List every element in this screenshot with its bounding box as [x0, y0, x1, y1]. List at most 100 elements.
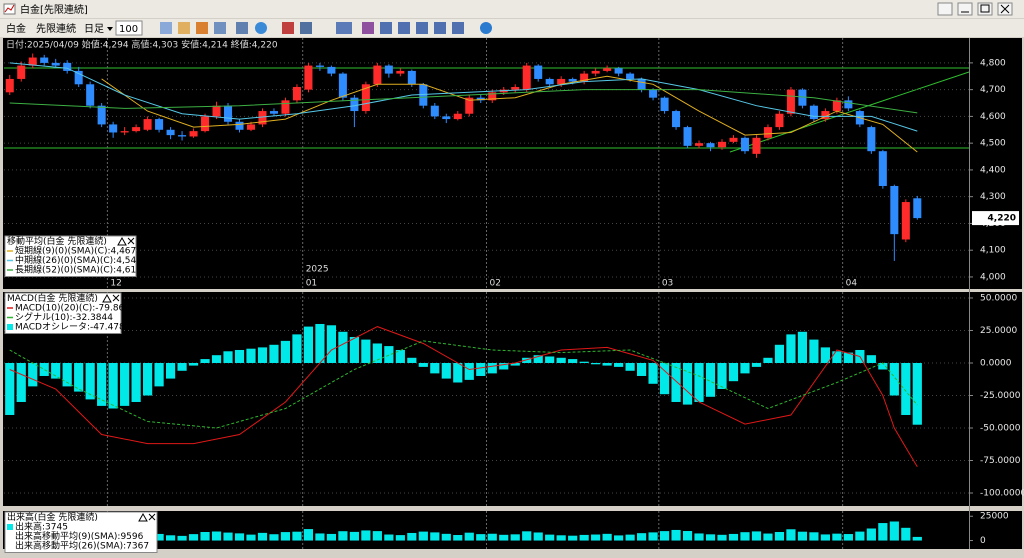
- volume-bar: [832, 533, 842, 541]
- tool-icon[interactable]: [452, 22, 464, 34]
- oscillator-bar: [648, 362, 658, 384]
- candle-body: [913, 198, 922, 219]
- indicator-line: [9, 89, 918, 114]
- year-label: 2025: [306, 265, 329, 275]
- y-tick-label: 4,700: [980, 85, 1006, 95]
- tool-icon[interactable]: [214, 22, 226, 34]
- candle-body: [660, 97, 669, 112]
- pin-button[interactable]: [937, 2, 953, 16]
- oscillator-bar: [177, 362, 187, 371]
- tool-icon[interactable]: [380, 22, 392, 34]
- volume-bar: [797, 531, 808, 541]
- tool-icon[interactable]: [398, 22, 410, 34]
- glyph: [980, 4, 990, 13]
- contract-menu[interactable]: 先限連続: [36, 22, 76, 35]
- candle-body: [74, 70, 83, 85]
- volume-bar: [211, 531, 222, 541]
- volume-bar: [751, 531, 762, 541]
- candle-body: [775, 113, 784, 128]
- tool-icon[interactable]: [434, 22, 446, 34]
- y-tick-label: -50.0000: [980, 423, 1021, 433]
- volume-bar: [269, 534, 279, 541]
- candle-body: [178, 135, 187, 137]
- oscillator-bar: [165, 362, 176, 379]
- volume-bar: [682, 531, 693, 541]
- y-tick-label: 50.0000: [980, 293, 1017, 303]
- candle-body: [396, 70, 405, 74]
- legend-title: 出来高(白金 先限連続): [7, 511, 98, 523]
- candle-body: [878, 151, 887, 186]
- volume-panel: [3, 511, 1022, 549]
- tool-icon[interactable]: [362, 22, 374, 34]
- candle-body: [786, 89, 795, 114]
- tool-icon[interactable]: [300, 22, 312, 34]
- oscillator-bar: [120, 362, 130, 406]
- volume-bar: [648, 532, 658, 541]
- candle-body: [683, 127, 692, 146]
- indicator-line: [101, 75, 918, 153]
- tool-icon[interactable]: [196, 22, 208, 34]
- legend-title: MACD(白金 先限連続): [7, 292, 98, 304]
- candle-body: [603, 68, 612, 71]
- period-menu[interactable]: 日足: [84, 23, 104, 35]
- candle-body: [155, 119, 164, 130]
- y-tick-label: 4,600: [980, 112, 1006, 122]
- candle-body: [5, 78, 14, 93]
- tool-icon[interactable]: [236, 22, 248, 34]
- oscillator-bar: [223, 351, 233, 363]
- candle-body: [373, 65, 382, 85]
- volume-bar: [326, 533, 337, 541]
- tool-icon[interactable]: [160, 22, 172, 34]
- volume-bar: [579, 534, 589, 541]
- candle-body: [626, 73, 635, 79]
- tool-icon[interactable]: [416, 22, 428, 34]
- oscillator-bar: [705, 362, 716, 397]
- volume-bar: [338, 531, 348, 541]
- volume-bar: [774, 531, 785, 541]
- oscillator-bar: [28, 362, 38, 387]
- dropdown-arrow[interactable]: [107, 27, 113, 31]
- oscillator-bar: [74, 362, 84, 392]
- volume-bar: [694, 533, 704, 541]
- window-controls[interactable]: [937, 2, 1013, 16]
- legend-entry: 出来高:3745: [15, 521, 68, 533]
- tool-icon[interactable]: [282, 22, 294, 34]
- oscillator-bar: [556, 357, 566, 363]
- candle-body: [40, 57, 49, 63]
- volume-bar: [487, 533, 497, 541]
- candle-body: [706, 143, 715, 148]
- volume-bar: [786, 529, 796, 541]
- oscillator-bar: [751, 362, 762, 367]
- symbol-menu[interactable]: 白金: [6, 22, 26, 35]
- volume-bar: [717, 534, 727, 541]
- volume-bar: [257, 532, 268, 541]
- tool-icon[interactable]: [255, 22, 267, 34]
- toolbar-icons[interactable]: [160, 22, 492, 34]
- candle-body: [901, 202, 910, 240]
- oscillator-bar: [453, 362, 463, 383]
- oscillator-bar: [143, 362, 153, 396]
- oscillator-bar: [533, 355, 543, 363]
- volume-bar: [407, 532, 417, 541]
- oscillator-bar: [257, 347, 268, 363]
- candle-body: [384, 65, 393, 74]
- candle-body: [315, 65, 324, 67]
- candle-body: [453, 113, 462, 120]
- oscillator-bar: [820, 347, 830, 363]
- tool-icon[interactable]: [480, 22, 492, 34]
- volume-bar: [165, 535, 176, 541]
- oscillator-bar: [5, 362, 15, 415]
- count-value[interactable]: 100: [119, 24, 138, 35]
- tool-icon[interactable]: [336, 22, 352, 34]
- volume-bar: [453, 535, 463, 541]
- legend-close: [148, 513, 156, 521]
- oscillator-bar: [579, 361, 589, 363]
- candle-body: [281, 100, 290, 114]
- oscillator-bar: [326, 325, 337, 363]
- count-input[interactable]: [115, 20, 143, 36]
- legend-entry: MACDオシレータ:-47.4789: [15, 322, 131, 333]
- oscillator-bar: [843, 352, 853, 363]
- oscillator-bar: [361, 339, 371, 363]
- minimize-button[interactable]: [957, 2, 973, 16]
- tool-icon[interactable]: [178, 22, 190, 34]
